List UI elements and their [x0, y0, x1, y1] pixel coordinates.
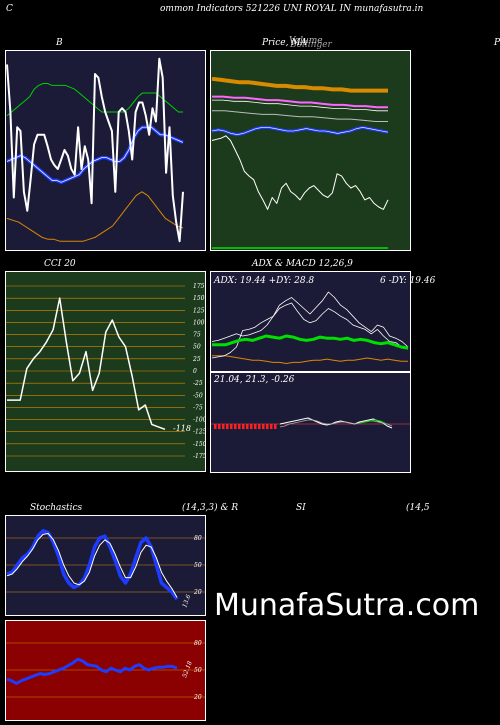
macd-chart: [210, 372, 411, 473]
adx-line1: ADX: 19.44 +DY: 28.8: [214, 276, 315, 286]
cci-tick-label: 175: [193, 283, 205, 290]
adx-plus-di-outline: [211, 291, 409, 359]
macd-histogram-bar: [222, 424, 225, 429]
adx-bg: [210, 271, 411, 372]
cci-tick-label: 100: [193, 319, 205, 326]
macd-histogram-bar: [230, 424, 233, 429]
rsi-tick-label: 80: [194, 640, 202, 647]
stochastics-k-line: [6, 529, 179, 601]
price-line: [211, 135, 389, 210]
macd-histogram-bar: [254, 424, 257, 429]
cci-title: CCI 20: [44, 259, 76, 269]
bollinger-title: B: [56, 38, 63, 48]
rsi-title: SI: [296, 503, 306, 513]
bollinger-middle-inner: [6, 126, 184, 183]
price-ma-overlay: Volume: [289, 36, 323, 46]
stochastics-tick-label: 80: [194, 535, 202, 542]
cci-tick-label: 0: [193, 368, 197, 375]
macd-histogram-bar: [250, 424, 253, 429]
macd-histogram-bar: [218, 424, 221, 429]
macd-histogram-bar: [214, 424, 217, 429]
cci-value-label: -118: [173, 424, 191, 433]
macd-green-line: [359, 419, 386, 424]
macd-bg: [210, 372, 411, 473]
cci-bg: [5, 271, 206, 472]
macd-histogram-bar: [266, 424, 269, 429]
macd-signal-line: [279, 419, 393, 428]
ma-white-line: [212, 99, 388, 112]
ma-blue-inner: [211, 127, 389, 135]
cci-chart: 175 150 125 100 75 50 25 0 -25 -50 -75 -100 -125 -150…: [5, 271, 206, 472]
ma-pink-line: [212, 95, 388, 109]
bollinger-price-line: [6, 57, 184, 243]
bollinger-lower-band: [6, 191, 184, 242]
macd-histogram-bar: [246, 424, 249, 429]
adx-minus-di-line: [212, 355, 408, 364]
cci-tick-label: 75: [193, 332, 201, 339]
rsi-tick-label: 20: [193, 694, 202, 701]
macd-values: 21.04, 21.3, -0.26: [214, 375, 295, 385]
macd-histogram-bar: [226, 424, 229, 429]
rsi-tick-label: 50: [194, 667, 202, 674]
cci-tick-label: -100: [193, 417, 206, 424]
cci-tick-label: -25: [193, 380, 203, 387]
adx-line1-right: 6 -DY: 19.46: [380, 276, 436, 286]
adx-plus-di-line: [211, 302, 409, 350]
macd-histogram-bar: [238, 424, 241, 429]
adx-chart: [210, 271, 411, 372]
macd-histogram-bar: [274, 424, 277, 429]
stochastics-params: (14,3,3) & R: [182, 503, 239, 513]
bollinger-chart: [5, 50, 206, 251]
cci-tick-label: -75: [193, 404, 203, 411]
adx-line: [212, 334, 409, 350]
macd-histogram-bar: [262, 424, 265, 429]
price-ma-overlay2: Bollinger: [290, 40, 332, 50]
adx-title: ADX & MACD 12,26,9: [252, 259, 353, 269]
price-ma-chart: [210, 50, 411, 251]
stochastics-value-label: 13.6: [181, 594, 192, 609]
cci-tick-label: 150: [193, 295, 205, 302]
rsi-params: (14,5: [406, 503, 430, 513]
price-right-letter: P: [494, 38, 500, 48]
macd-histogram-bar: [242, 424, 245, 429]
ma-grey-line: [212, 110, 388, 122]
stochastics-title: Stochastics: [30, 503, 83, 513]
stochastics-bg: [5, 515, 206, 616]
header-title: ommon Indicators 521226 UNI ROYAL IN mun…: [160, 4, 424, 14]
rsi-line: [6, 657, 178, 685]
macd-histogram-bar: [258, 424, 261, 429]
ma-orange-line: [211, 76, 388, 93]
header-left-letter: C: [6, 4, 13, 14]
cci-tick-label: -150: [193, 441, 206, 448]
cci-tick-label: 125: [193, 307, 205, 314]
cci-line: [7, 297, 166, 431]
cci-tick-label: 25: [192, 356, 201, 363]
stochastics-d-line: [6, 533, 178, 598]
watermark: MunafaSutra.com: [214, 588, 480, 623]
stochastics-tick-label: 20: [193, 589, 202, 596]
cci-tick-label: -125: [193, 429, 206, 436]
macd-histogram-bar: [270, 424, 273, 429]
cci-tick-label: -50: [193, 392, 203, 399]
macd-histogram-bar: [234, 424, 237, 429]
stochastics-tick-label: 50: [194, 562, 202, 569]
cci-tick-label: -175: [193, 453, 206, 460]
cci-tick-label: 50: [193, 344, 201, 351]
price-ma-title: Price, MA: [262, 38, 308, 48]
bollinger-bg: [5, 50, 206, 251]
macd-line: [279, 417, 393, 429]
